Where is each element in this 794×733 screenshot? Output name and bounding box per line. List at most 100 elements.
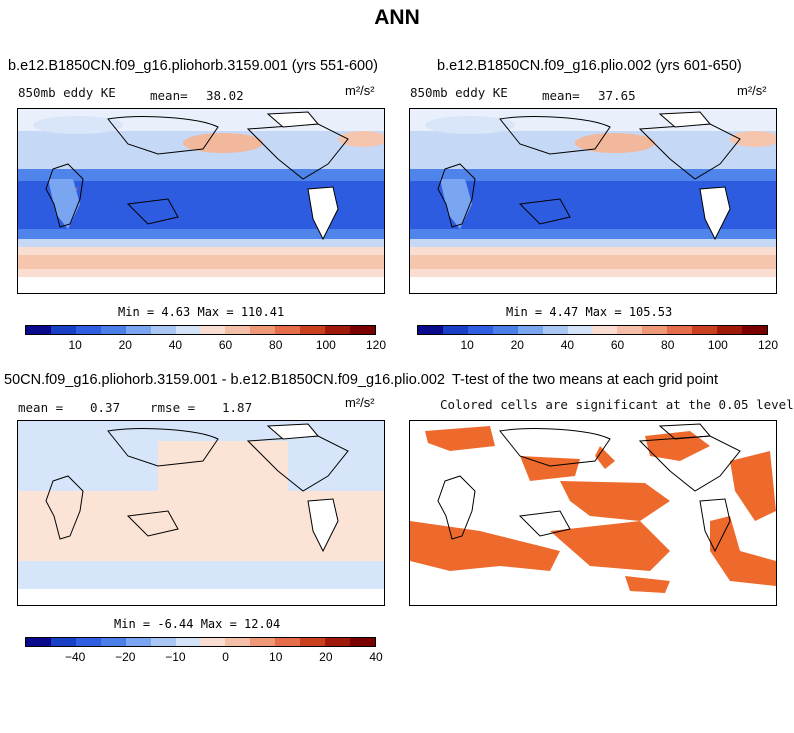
colorbar-swatch <box>225 638 251 646</box>
panel2-colorbar <box>417 325 768 335</box>
panel2-colorbar-swatches <box>417 325 768 335</box>
colorbar-swatch <box>300 326 326 334</box>
colorbar-tick-label: 80 <box>269 338 283 352</box>
colorbar-tick-label: −20 <box>115 650 136 664</box>
panel2-map-field <box>410 109 776 293</box>
panel2-units: m²/s² <box>737 83 767 98</box>
colorbar-swatch <box>26 326 51 334</box>
colorbar-tick-label: 10 <box>269 650 283 664</box>
colorbar-swatch <box>200 326 226 334</box>
panel3-colorbar-swatches <box>25 637 376 647</box>
colorbar-tick-label: 40 <box>560 338 575 352</box>
panel4-subtitle: Colored cells are significant at the 0.0… <box>440 397 794 412</box>
colorbar-tick-label: 60 <box>218 338 233 352</box>
panel3-map <box>17 420 385 606</box>
colorbar-tick-label: 80 <box>661 338 675 352</box>
panel1-map <box>17 108 385 294</box>
colorbar-swatch <box>150 638 176 646</box>
colorbar-swatch <box>150 326 176 334</box>
colorbar-swatch <box>692 326 718 334</box>
panel3-rmse-value: 1.87 <box>222 400 253 415</box>
colorbar-tick-label: 0 <box>222 650 229 664</box>
panel2-title: b.e12.B1850CN.f09_g16.plio.002 (yrs 601-… <box>437 58 742 74</box>
colorbar-swatch <box>349 638 375 646</box>
panel3-rmse-label: rmse = <box>150 400 196 415</box>
panel2-variable: 850mb eddy KE <box>410 85 508 100</box>
colorbar-swatch <box>325 326 350 334</box>
colorbar-swatch <box>542 326 568 334</box>
panel3-units: m²/s² <box>345 395 375 410</box>
panel1-title: b.e12.B1850CN.f09_g16.pliohorb.3159.001 … <box>8 58 379 74</box>
panel1-colorbar-swatches <box>25 325 376 335</box>
colorbar-swatch <box>467 326 493 334</box>
colorbar-swatch <box>50 326 76 334</box>
colorbar-swatch <box>100 638 126 646</box>
colorbar-tick-label: −10 <box>165 650 186 664</box>
colorbar-swatch <box>517 326 543 334</box>
colorbar-tick-label: 120 <box>365 338 387 352</box>
colorbar-swatch <box>250 638 276 646</box>
colorbar-tick-label: 120 <box>757 338 779 352</box>
panel1-variable: 850mb eddy KE <box>18 85 116 100</box>
panel3-mean-value: 0.37 <box>90 400 121 415</box>
panel1-colorbar <box>25 325 376 335</box>
colorbar-tick-label: 40 <box>168 338 183 352</box>
colorbar-tick-label: 60 <box>610 338 625 352</box>
colorbar-swatch <box>250 326 276 334</box>
panel2-mean-label: mean= <box>542 88 580 103</box>
panel4-map-field <box>410 421 776 605</box>
colorbar-swatch <box>175 638 201 646</box>
colorbar-swatch <box>325 638 350 646</box>
page-title: ANN <box>374 6 420 29</box>
colorbar-swatch <box>75 638 101 646</box>
colorbar-swatch <box>100 326 126 334</box>
colorbar-swatch <box>442 326 468 334</box>
colorbar-swatch <box>617 326 643 334</box>
panel3-colorbar-ticks: −40 −20 −10 0 10 20 40 <box>25 647 383 664</box>
colorbar-tick-label: 20 <box>118 338 132 352</box>
colorbar-tick-label: 100 <box>315 338 336 352</box>
panel1-mean-label: mean= <box>150 88 188 103</box>
colorbar-swatch <box>717 326 742 334</box>
colorbar-swatch <box>642 326 668 334</box>
panel1-mean-value: 38.02 <box>206 88 244 103</box>
panel3-colorbar <box>25 637 376 647</box>
colorbar-tick-label: 10 <box>460 338 474 352</box>
colorbar-swatch <box>418 326 443 334</box>
colorbar-swatch <box>75 326 101 334</box>
panel1-units: m²/s² <box>345 83 375 98</box>
colorbar-swatch <box>26 638 51 646</box>
colorbar-swatch <box>275 326 301 334</box>
panel4-map <box>409 420 777 606</box>
panel3-mean-label: mean = <box>18 400 64 415</box>
panel3-min-max: Min = -6.44 Max = 12.04 <box>114 617 281 631</box>
colorbar-swatch <box>275 638 301 646</box>
colorbar-tick-label: 40 <box>369 650 383 664</box>
colorbar-tick-label: 100 <box>707 338 728 352</box>
panel1-min-max: Min = 4.63 Max = 110.41 <box>118 305 285 319</box>
colorbar-tick-label: 10 <box>68 338 82 352</box>
colorbar-tick-label: 20 <box>319 650 333 664</box>
colorbar-swatch <box>50 638 76 646</box>
panel4-title: T-test of the two means at each grid poi… <box>452 372 718 388</box>
colorbar-swatch <box>200 638 226 646</box>
colorbar-swatch <box>175 326 201 334</box>
panel1-colorbar-ticks: 10 20 40 60 80 100 120 <box>25 335 386 352</box>
colorbar-swatch <box>349 326 375 334</box>
colorbar-swatch <box>667 326 693 334</box>
panel3-title: 50CN.f09_g16.pliohorb.3159.001 - b.e12.B… <box>4 372 445 388</box>
colorbar-tick-label: −40 <box>64 650 86 664</box>
colorbar-swatch <box>741 326 767 334</box>
panel2-min-max: Min = 4.47 Max = 105.53 <box>506 305 673 319</box>
colorbar-swatch <box>300 638 326 646</box>
colorbar-tick-label: 20 <box>510 338 524 352</box>
colorbar-swatch <box>225 326 251 334</box>
panel2-mean-value: 37.65 <box>598 88 636 103</box>
colorbar-swatch <box>567 326 593 334</box>
colorbar-swatch <box>592 326 618 334</box>
panel2-colorbar-ticks: 10 20 40 60 80 100 120 <box>417 335 778 352</box>
colorbar-swatch <box>125 326 151 334</box>
colorbar-swatch <box>492 326 518 334</box>
colorbar-swatch <box>125 638 151 646</box>
panel3-map-field <box>18 421 384 605</box>
